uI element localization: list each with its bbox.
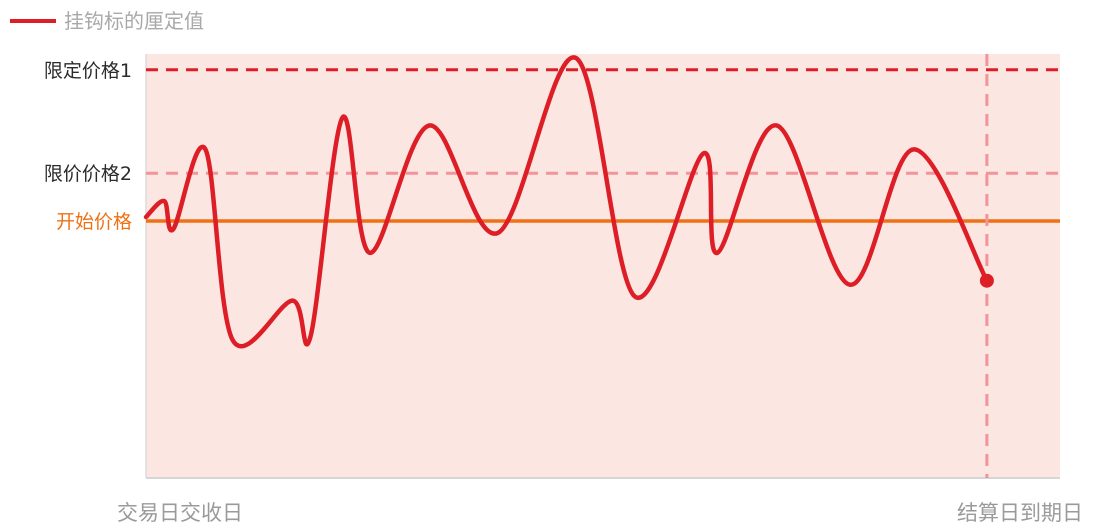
reference-label-1: 限价价格2	[44, 163, 132, 185]
legend: 挂钩标的厘定值	[10, 9, 204, 33]
reference-lines: 限定价格1 限价价格2 开始价格	[44, 60, 1060, 233]
reference-label-0: 限定价格1	[44, 60, 132, 82]
x-label-start: 交易日交收日	[117, 501, 243, 525]
end-point-marker	[979, 273, 994, 288]
series-line	[143, 55, 990, 349]
reference-label-2: 开始价格	[56, 211, 132, 233]
x-label-end: 结算日到期日	[957, 501, 1083, 525]
plot-area	[146, 54, 1060, 478]
legend-entry: 挂钩标的厘定值	[64, 9, 204, 33]
